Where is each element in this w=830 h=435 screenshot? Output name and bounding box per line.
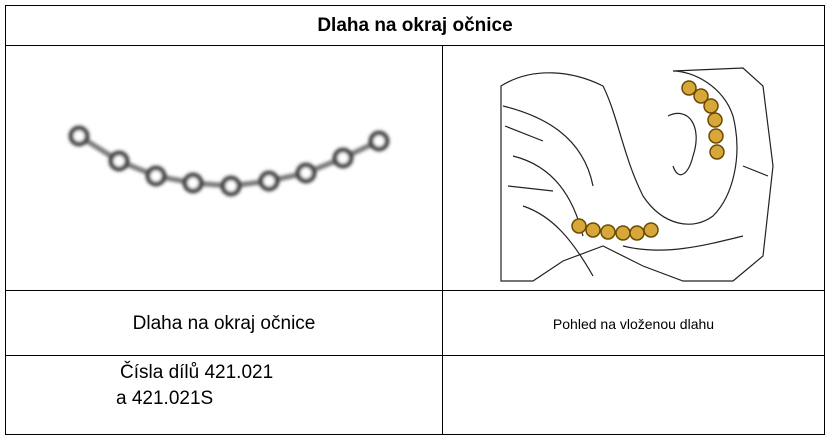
part-numbers: Čísla dílů 421.021 — [120, 362, 274, 383]
plate-image — [68, 125, 390, 197]
implant-caption: Pohled na vloženou dlahu — [442, 290, 825, 356]
part-numbers: a 421.021S — [116, 388, 214, 409]
plate-image-cell — [5, 45, 443, 291]
empty-cell — [442, 355, 825, 435]
table-title: Dlaha na okraj očnice — [5, 5, 825, 46]
part-numbers-cell: Čísla dílů 421.021 a 421.021S — [5, 355, 443, 435]
implant-image — [500, 67, 774, 282]
implant-image-cell — [442, 45, 825, 291]
plate-caption: Dlaha na okraj očnice — [5, 290, 443, 356]
